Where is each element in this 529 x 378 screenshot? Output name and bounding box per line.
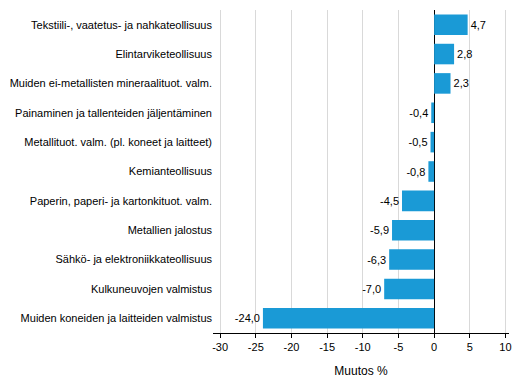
svg-text:-7,0: -7,0 [362, 283, 381, 295]
svg-text:Metallituot. valm. (pl. koneet: Metallituot. valm. (pl. koneet ja laitte… [24, 136, 212, 148]
svg-text:Elintarviketeollisuus: Elintarviketeollisuus [115, 48, 212, 60]
svg-text:Muiden ei-metallisten mineraal: Muiden ei-metallisten mineraalituot. val… [10, 77, 212, 89]
svg-text:-5: -5 [394, 341, 404, 353]
svg-text:-0,4: -0,4 [409, 107, 428, 119]
svg-text:-4,5: -4,5 [380, 195, 399, 207]
svg-text:2,8: 2,8 [457, 48, 472, 60]
svg-text:-24,0: -24,0 [235, 312, 260, 324]
svg-text:-0,5: -0,5 [409, 136, 428, 148]
svg-text:4,7: 4,7 [471, 19, 486, 31]
svg-text:Metallien jalostus: Metallien jalostus [128, 224, 213, 236]
svg-text:Painaminen ja tallenteiden jäl: Painaminen ja tallenteiden jäljentäminen [15, 107, 212, 119]
svg-text:-0,8: -0,8 [406, 166, 425, 178]
svg-text:Tekstiili-, vaatetus- ja nahka: Tekstiili-, vaatetus- ja nahkateollisuus [31, 19, 212, 31]
svg-text:Muutos %: Muutos % [334, 364, 388, 378]
svg-text:-20: -20 [284, 341, 300, 353]
svg-text:-15: -15 [319, 341, 335, 353]
svg-text:-30: -30 [212, 341, 228, 353]
svg-text:-6,3: -6,3 [367, 254, 386, 266]
svg-text:Sähkö- ja elektroniikkateollis: Sähkö- ja elektroniikkateollisuus [55, 253, 212, 265]
svg-text:10: 10 [499, 341, 511, 353]
svg-text:Paperin, paperi- ja kartonkitu: Paperin, paperi- ja kartonkituot. valm. [30, 195, 212, 207]
svg-text:-25: -25 [248, 341, 264, 353]
svg-text:Kemianteollisuus: Kemianteollisuus [129, 165, 213, 177]
svg-text:Muiden koneiden ja laitteiden: Muiden koneiden ja laitteiden valmistus [21, 312, 213, 324]
svg-text:5: 5 [467, 341, 473, 353]
svg-text:-5,9: -5,9 [370, 224, 389, 236]
svg-text:2,3: 2,3 [454, 77, 469, 89]
svg-text:Kulkuneuvojen valmistus: Kulkuneuvojen valmistus [91, 283, 213, 295]
svg-text:0: 0 [431, 341, 437, 353]
svg-text:-10: -10 [355, 341, 371, 353]
